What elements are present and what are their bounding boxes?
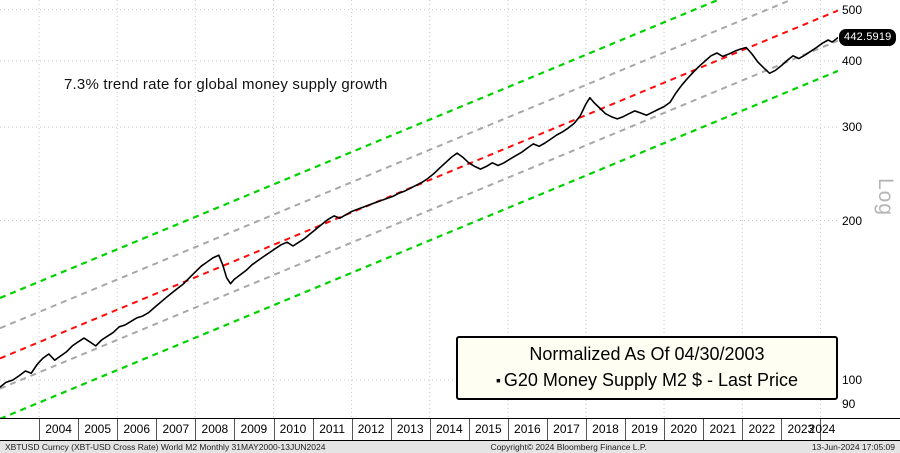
- x-axis-year-label: 2018: [592, 422, 619, 436]
- x-axis-tick: [351, 419, 353, 440]
- legend-box[interactable]: Normalized As Of 04/30/2003 ▪ G20 Money S…: [456, 336, 838, 400]
- footer-security-info: XBTUSD Curncy (XBT-USD Cross Rate) World…: [5, 442, 326, 452]
- x-axis-year-label: 2019: [631, 422, 658, 436]
- x-axis-tick: [468, 419, 470, 440]
- x-axis-tick: [312, 419, 314, 440]
- x-axis-tick: [586, 419, 587, 440]
- x-axis-tick: [39, 419, 41, 440]
- x-axis-tick: [625, 419, 627, 440]
- x-axis-year-label: 2016: [514, 422, 541, 436]
- legend-series-row: ▪ G20 Money Supply M2 $ - Last Price: [458, 367, 836, 393]
- right-axis: 442.5919 500 400 300 200 100 90: [838, 0, 900, 418]
- trend-inner-upper-line: [0, 0, 794, 330]
- x-axis-tick: [273, 419, 275, 440]
- legend-series-bullet-icon: ▪: [495, 372, 501, 388]
- x-axis-tick: [429, 419, 431, 440]
- x-axis-year-label: 2009: [240, 422, 268, 436]
- x-axis-year-label: 2004: [45, 422, 72, 436]
- x-axis-year-label: 2015: [474, 422, 502, 436]
- x-axis-year-label: 2024: [808, 422, 836, 436]
- x-axis-year-label: 2017: [553, 422, 580, 436]
- y-axis-tick-label: 500: [842, 2, 863, 17]
- footer-timestamp: 13-Jun-2024 17:05:09: [811, 442, 895, 452]
- y-axis-tick-label: 90: [842, 397, 856, 412]
- status-bar: XBTUSD Curncy (XBT-USD Cross Rate) World…: [0, 441, 900, 453]
- x-axis-year-label: 2021: [709, 422, 737, 436]
- x-axis-tick: [78, 419, 80, 440]
- x-axis-tick: [703, 419, 705, 440]
- log-scale-label: Log: [874, 178, 897, 217]
- x-axis-year-label: 2014: [435, 422, 463, 436]
- y-axis-tick-label: 200: [842, 213, 863, 228]
- x-axis-year-label: 2007: [162, 422, 190, 436]
- x-axis: 2004 2005 2006 2007 2008 2009 2010 2011 2012 2013…: [0, 418, 900, 441]
- last-price-badge: 442.5919: [839, 28, 897, 46]
- legend-series-label: G20 Money Supply M2 $ - Last Price: [503, 370, 799, 390]
- x-axis-year-label: 2020: [670, 422, 698, 436]
- x-axis-tick: [507, 419, 509, 440]
- footer-copyright: Copyright© 2024 Bloomberg Finance L.P.: [490, 442, 647, 452]
- trend-annotation-text: 7.3% trend rate for global money supply …: [64, 76, 388, 93]
- trend-inner-lower-line: [0, 39, 838, 390]
- y-axis-tick-label: 100: [842, 373, 863, 387]
- x-axis-tick: [156, 419, 158, 440]
- x-axis-tick: [664, 419, 666, 440]
- y-axis-tick-label: 400: [842, 53, 863, 68]
- x-axis-year-label: 2023: [787, 422, 815, 436]
- x-axis-year-label: 2013: [396, 422, 424, 436]
- x-axis-tick: [781, 419, 783, 440]
- x-axis-year-label: 2012: [357, 422, 385, 436]
- legend-normalized-title: Normalized As Of 04/30/2003: [529, 344, 765, 364]
- x-axis-year-label: 2022: [748, 422, 776, 436]
- trend-outer-lower-line: [0, 69, 838, 418]
- x-axis-tick: [820, 419, 822, 440]
- price-line: [0, 36, 838, 388]
- x-axis-year-label: 2011: [319, 422, 345, 436]
- x-axis-tick: [546, 419, 548, 440]
- x-axis-tick: [117, 419, 119, 440]
- x-axis-year-label: 2006: [123, 422, 151, 436]
- x-axis-year-label: 2008: [201, 422, 229, 436]
- trend-outer-upper-line: [0, 0, 721, 300]
- x-axis-tick: [195, 419, 197, 440]
- x-axis-tick: [742, 419, 744, 440]
- x-axis-tick: [390, 419, 392, 440]
- x-axis-year-label: 2010: [279, 422, 307, 436]
- x-axis-tick: [234, 419, 236, 440]
- y-axis-tick-label: 300: [842, 120, 863, 135]
- x-axis-year-label: 2005: [84, 422, 112, 436]
